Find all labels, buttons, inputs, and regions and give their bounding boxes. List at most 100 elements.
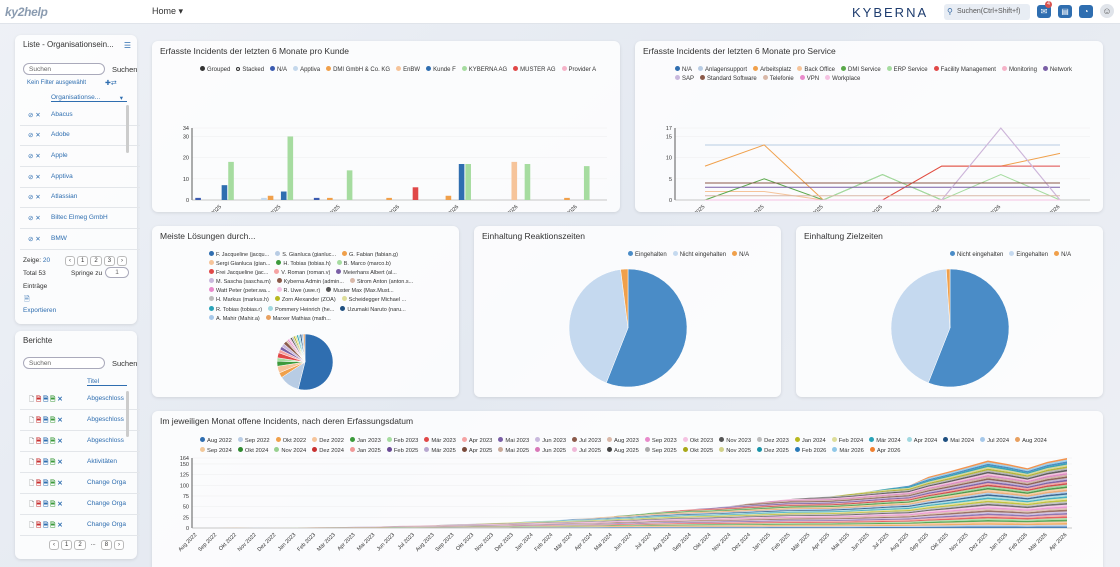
table-row[interactable]: 🗋 🗎 🗎 🗎 ✕ Change Orga <box>20 495 140 515</box>
legend-item[interactable]: R. Tobias (tobias.r) <box>209 305 262 315</box>
org-column-header[interactable]: Organisationse... ▾ <box>51 94 127 102</box>
legend-item[interactable]: Marxer Mathias (math... <box>265 314 331 324</box>
legend-item[interactable]: H. Markus (markus.h) <box>209 296 269 305</box>
report-title[interactable]: Abgeschloss <box>87 395 124 402</box>
legend-item[interactable]: Network <box>1042 66 1072 75</box>
legend-item[interactable]: ERP Service <box>886 66 928 75</box>
mail-icon[interactable]: ✉ <box>1037 5 1051 18</box>
legend-item[interactable]: Frei Jacqueline (jac... <box>209 269 268 278</box>
edit-icon[interactable]: ⊘ ✕ <box>28 153 41 160</box>
report-action-icons[interactable]: 🗋 🗎 🗎 🗎 ✕ <box>29 396 63 403</box>
legend-item[interactable]: Sep 2023 <box>644 436 677 446</box>
legend-item[interactable]: Jan 2023 <box>350 436 381 446</box>
org-name[interactable]: BMW <box>51 235 67 242</box>
legend-item[interactable]: A. Mahir (Mahir.a) <box>209 314 260 324</box>
edit-icon[interactable]: ⊘ ✕ <box>28 174 41 181</box>
global-search-input[interactable]: ⚲ Suchen(Ctrl+Shift+f) <box>944 4 1030 20</box>
legend-item[interactable]: Jun 2025 <box>535 446 566 456</box>
user-avatar[interactable]: ☺ <box>1100 4 1114 18</box>
org-name[interactable]: Apple <box>51 152 68 159</box>
list-item[interactable]: ⊘ ✕ Biltec Elmeg GmbH <box>20 209 140 229</box>
legend-item[interactable]: Anlagensupport <box>698 66 747 75</box>
report-action-icons[interactable]: 🗋 🗎 🗎 🗎 ✕ <box>29 501 63 508</box>
legend-item[interactable]: EnBW <box>396 66 420 75</box>
legend-item[interactable]: S. Gianluca (gianluc... <box>275 251 336 260</box>
legend-item[interactable]: Aug 2022 <box>200 436 232 446</box>
edit-icon[interactable]: ⊘ ✕ <box>28 194 41 201</box>
legend-item[interactable]: Jan 2024 <box>794 436 826 446</box>
list-item[interactable]: ⊘ ✕ Adobe <box>20 126 140 146</box>
legend-item[interactable]: VPN <box>799 75 819 84</box>
legend-item[interactable]: N/A <box>270 66 287 75</box>
legend-item[interactable]: Apr 2025 <box>461 446 492 456</box>
org-search-input[interactable]: Suchen <box>23 63 105 75</box>
table-row[interactable]: 🗋 🗎 🗎 🗎 ✕ Abgeschloss <box>20 411 140 431</box>
legend-item[interactable]: Mai 2025 <box>498 446 529 456</box>
legend-item[interactable]: Mär 2025 <box>424 446 456 456</box>
legend-item[interactable]: Apptiva <box>293 66 320 75</box>
table-row[interactable]: 🗋 🗎 🗎 🗎 ✕ Aktivitäten <box>20 453 140 473</box>
org-name[interactable]: Abacus <box>51 111 73 118</box>
legend-item[interactable]: Nov 2024 <box>274 446 306 456</box>
legend-item[interactable]: Aug 2024 <box>1015 436 1047 446</box>
legend-item[interactable]: Pommery Heinrich (he... <box>268 305 334 315</box>
edit-icon[interactable]: ⊘ ✕ <box>28 112 41 119</box>
pagination-page[interactable]: 2 <box>74 540 86 550</box>
legend-item[interactable]: Eingehalten <box>628 251 667 260</box>
report-title[interactable]: Abgeschloss <box>87 416 124 423</box>
legend-item[interactable]: Back Office <box>797 66 835 75</box>
legend-item[interactable]: Kunde F <box>426 66 456 75</box>
pagination-prev[interactable]: ‹ <box>65 256 75 266</box>
legend-item[interactable]: Sergi Gianluca (gian... <box>209 260 270 269</box>
home-menu[interactable]: Home ▾ <box>152 6 183 17</box>
org-name[interactable]: Apptiva <box>51 173 73 180</box>
legend-item[interactable]: Dez 2024 <box>312 446 344 456</box>
dashboard-icon[interactable]: ◔ <box>1079 5 1093 18</box>
legend-item[interactable]: Jan 2025 <box>350 446 381 456</box>
filter-icon[interactable]: ✚⇄ <box>105 80 117 87</box>
report-action-icons[interactable]: 🗋 🗎 🗎 🗎 ✕ <box>29 417 63 424</box>
legend-item[interactable]: Okt 2022 <box>275 436 306 446</box>
legend-item[interactable]: Mär 2023 <box>424 436 456 446</box>
pagination-page[interactable]: 2 <box>90 256 102 266</box>
legend-item[interactable]: Aug 2025 <box>607 446 639 456</box>
legend-item[interactable]: Eingehalten <box>1009 251 1048 260</box>
table-row[interactable]: 🗋 🗎 🗎 🗎 ✕ Abgeschloss <box>20 432 140 452</box>
table-row[interactable]: 🗋 🗎 🗎 🗎 ✕ Change Orga <box>20 516 140 536</box>
report-action-icons[interactable]: 🗋 🗎 🗎 🗎 ✕ <box>29 522 63 529</box>
legend-item[interactable]: Sep 2022 <box>237 436 270 446</box>
legend-item[interactable]: Nicht eingehalten <box>672 251 726 260</box>
legend-item[interactable]: Uzumaki Naruto (naru... <box>340 305 406 315</box>
pagination-page[interactable]: 1 <box>77 256 89 266</box>
report-action-icons[interactable]: 🗋 🗎 🗎 🗎 ✕ <box>29 480 63 487</box>
legend-item[interactable]: Feb 2026 <box>794 446 826 456</box>
legend-item[interactable]: Aug 2023 <box>607 436 639 446</box>
reports-search-input[interactable]: Suchen <box>23 357 105 369</box>
export-icon[interactable]: 🗎 <box>24 296 30 303</box>
legend-item[interactable]: Nov 2023 <box>719 436 751 446</box>
legend-item[interactable]: Mai 2023 <box>498 436 529 446</box>
list-menu-icon[interactable]: ☰ <box>123 41 131 50</box>
edit-icon[interactable]: ⊘ ✕ <box>28 215 41 222</box>
legend-item[interactable]: N/A <box>732 251 749 260</box>
legend-item[interactable]: N/A <box>675 66 692 75</box>
legend-item[interactable]: Apr 2023 <box>461 436 492 446</box>
report-title[interactable]: Change Orga <box>87 521 127 528</box>
legend-item[interactable]: Okt 2023 <box>682 436 713 446</box>
legend-item[interactable]: Mär 2024 <box>869 436 901 446</box>
legend-item[interactable]: Telefonie <box>762 75 794 84</box>
reports-column-header[interactable]: Titel <box>87 378 127 386</box>
legend-item[interactable]: Workplace <box>825 75 860 84</box>
edit-icon[interactable]: ⊘ ✕ <box>28 132 41 139</box>
org-name[interactable]: Adobe <box>51 131 70 138</box>
legend-item[interactable]: Feb 2024 <box>831 436 863 446</box>
scrollbar[interactable] <box>126 391 129 437</box>
news-icon[interactable]: ▤ <box>1058 5 1072 18</box>
legend-item[interactable]: Dez 2023 <box>757 436 789 446</box>
org-name[interactable]: Biltec Elmeg GmbH <box>51 214 108 221</box>
pagination-page[interactable]: 8 <box>100 540 113 550</box>
list-item[interactable]: ⊘ ✕ Apple <box>20 147 140 167</box>
legend-item[interactable]: Jul 2025 <box>572 446 601 456</box>
legend-item[interactable]: G. Fabian (fabian.g) <box>342 251 398 260</box>
legend-item[interactable]: Jul 2023 <box>572 436 601 446</box>
